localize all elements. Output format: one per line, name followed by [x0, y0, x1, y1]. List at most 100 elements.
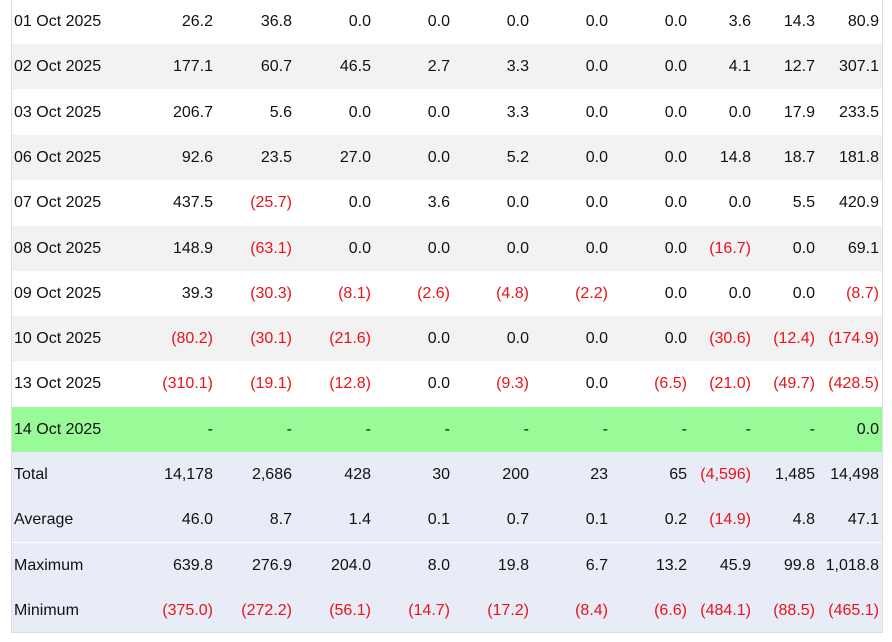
- row: 02 Oct 2025 177.1 60.7 46.5 2.7 3.3 0.0 0.0 4.1 1…: [12, 44, 882, 89]
- cell-value: (310.1): [162, 375, 213, 392]
- cell-value: (21.0): [709, 375, 751, 392]
- row-label: 14 Oct 2025: [14, 421, 102, 438]
- cell-value: 200: [502, 466, 529, 483]
- cell-value: (484.1): [700, 602, 751, 619]
- row: 14 Oct 2025 - - - - - - - - - 0.0: [12, 407, 882, 452]
- cell-value: (30.6): [709, 330, 751, 347]
- cell-value: 0.0: [664, 104, 687, 121]
- cell-value: 0.2: [664, 511, 687, 528]
- cell-value: 0.0: [664, 240, 687, 257]
- cell-value: 46.0: [181, 511, 213, 528]
- cell-value: 0.0: [664, 58, 687, 75]
- cell-value: 0.1: [585, 511, 608, 528]
- row-label: 13 Oct 2025: [14, 375, 102, 392]
- cell-value: 23.5: [260, 149, 292, 166]
- cell-value: 14.3: [783, 13, 815, 30]
- cell-value: (49.7): [773, 375, 815, 392]
- row-label: 10 Oct 2025: [14, 330, 102, 347]
- row: 09 Oct 2025 39.3 (30.3) (8.1) (2.6) (4.8) (2.2…: [12, 271, 882, 316]
- cell-value: (16.7): [709, 240, 751, 257]
- cell-value: (375.0): [162, 602, 213, 619]
- cell-value: (4,596): [700, 466, 751, 483]
- cell-value: 0.0: [348, 13, 371, 30]
- cell-value: (6.6): [654, 602, 687, 619]
- cell-value: 0.0: [427, 149, 450, 166]
- cell-value: 3.6: [427, 194, 450, 211]
- cell-value: 14.8: [719, 149, 751, 166]
- cell-value: 2,686: [251, 466, 292, 483]
- cell-value: 420.9: [838, 194, 879, 211]
- cell-value: (21.6): [329, 330, 371, 347]
- cell-value: 30: [432, 466, 450, 483]
- cell-value: -: [809, 421, 815, 438]
- cell-value: (14.9): [709, 511, 751, 528]
- cell-value: (80.2): [171, 330, 213, 347]
- row: 08 Oct 2025 148.9 (63.1) 0.0 0.0 0.0 0.0 0.0 (16…: [12, 226, 882, 271]
- cell-value: (4.8): [496, 285, 529, 302]
- cell-value: 0.0: [792, 285, 815, 302]
- cell-value: 0.0: [427, 330, 450, 347]
- row: 13 Oct 2025 (310.1) (19.1) (12.8) 0.0 (9.3) 0.…: [12, 361, 882, 406]
- row-label: Average: [14, 511, 74, 528]
- cell-value: 0.0: [585, 194, 608, 211]
- cell-value: 36.8: [260, 13, 292, 30]
- row-label: Total: [14, 466, 48, 483]
- cell-value: 0.0: [585, 149, 608, 166]
- cell-value: 0.0: [792, 240, 815, 257]
- cell-value: 0.0: [427, 375, 450, 392]
- cell-value: (2.2): [575, 285, 608, 302]
- cell-value: 0.0: [427, 13, 450, 30]
- cell-value: 0.0: [585, 375, 608, 392]
- cell-value: 1.4: [348, 511, 371, 528]
- cell-value: 92.6: [181, 149, 213, 166]
- cell-value: 14,498: [830, 466, 879, 483]
- cell-value: 4.8: [792, 511, 815, 528]
- cell-value: 437.5: [172, 194, 213, 211]
- cell-value: 8.7: [269, 511, 292, 528]
- row-label: Maximum: [14, 557, 84, 574]
- data-table: 01 Oct 2025 26.2 36.8 0.0 0.0 0.0 0.0 0.0 3.6 14.…: [11, 0, 883, 633]
- cell-value: 5.6: [269, 104, 292, 121]
- row-label: 03 Oct 2025: [14, 104, 102, 121]
- cell-value: 0.0: [585, 330, 608, 347]
- cell-value: 8.0: [427, 557, 450, 574]
- cell-value: 4.1: [728, 58, 751, 75]
- cell-value: 1,018.8: [825, 557, 879, 574]
- cell-value: 0.0: [506, 194, 529, 211]
- row: 01 Oct 2025 26.2 36.8 0.0 0.0 0.0 0.0 0.0 3.6 14.…: [12, 0, 882, 44]
- cell-value: 65: [669, 466, 687, 483]
- cell-value: (12.8): [329, 375, 371, 392]
- row: 06 Oct 2025 92.6 23.5 27.0 0.0 5.2 0.0 0.0 14.8 1…: [12, 135, 882, 180]
- cell-value: 6.7: [585, 557, 608, 574]
- cell-value: 0.0: [348, 104, 371, 121]
- cell-value: 3.3: [506, 58, 529, 75]
- cell-value: -: [681, 421, 687, 438]
- cell-value: (6.5): [654, 375, 687, 392]
- cell-value: 0.0: [728, 285, 751, 302]
- row: 10 Oct 2025 (80.2) (30.1) (21.6) 0.0 0.0 0.0 0.…: [12, 316, 882, 361]
- cell-value: 0.0: [506, 13, 529, 30]
- cell-value: -: [602, 421, 608, 438]
- row-label: 08 Oct 2025: [14, 240, 102, 257]
- cell-value: -: [365, 421, 371, 438]
- cell-value: 639.8: [172, 557, 213, 574]
- cell-value: 206.7: [172, 104, 213, 121]
- summary-row: Maximum 639.8 276.9 204.0 8.0 19.8 6.7 13.2 45.9…: [12, 543, 882, 588]
- cell-value: (17.2): [487, 602, 529, 619]
- cell-value: 0.0: [585, 104, 608, 121]
- cell-value: (88.5): [773, 602, 815, 619]
- cell-value: (30.1): [250, 330, 292, 347]
- row: 03 Oct 2025 206.7 5.6 0.0 0.0 3.3 0.0 0.0 0.0 17.…: [12, 90, 882, 135]
- cell-value: -: [523, 421, 529, 438]
- cell-value: 99.8: [783, 557, 815, 574]
- cell-value: 39.3: [181, 285, 213, 302]
- cell-value: (12.4): [773, 330, 815, 347]
- cell-value: 14,178: [164, 466, 213, 483]
- cell-value: 1,485: [774, 466, 815, 483]
- cell-value: 69.1: [847, 240, 879, 257]
- cell-value: -: [286, 421, 292, 438]
- cell-value: 47.1: [847, 511, 879, 528]
- cell-value: 60.7: [260, 58, 292, 75]
- cell-value: (63.1): [250, 240, 292, 257]
